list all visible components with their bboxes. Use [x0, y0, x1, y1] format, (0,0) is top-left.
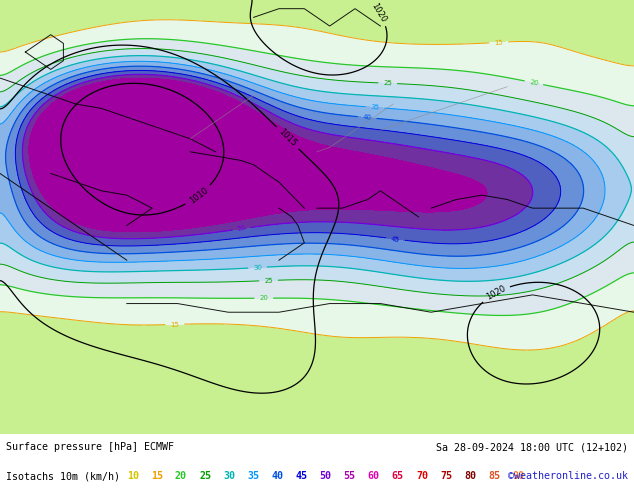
Text: 1015: 1015: [277, 127, 298, 148]
Text: 20: 20: [175, 471, 187, 482]
Text: 30: 30: [223, 471, 235, 482]
Text: Surface pressure [hPa] ECMWF: Surface pressure [hPa] ECMWF: [6, 442, 174, 452]
Text: 1020: 1020: [484, 284, 507, 302]
Text: 40: 40: [271, 471, 283, 482]
Text: 80: 80: [464, 471, 476, 482]
Text: 85: 85: [488, 471, 500, 482]
Text: 70: 70: [416, 471, 428, 482]
Text: 45: 45: [295, 471, 307, 482]
Text: 20: 20: [529, 79, 539, 87]
Text: 60: 60: [368, 471, 380, 482]
Text: 50: 50: [320, 471, 332, 482]
Text: Sa 28-09-2024 18:00 UTC (12+102): Sa 28-09-2024 18:00 UTC (12+102): [436, 442, 628, 452]
Text: 90: 90: [512, 471, 524, 482]
Text: 25: 25: [383, 80, 392, 86]
Text: 25: 25: [199, 471, 211, 482]
Text: Isotachs 10m (km/h): Isotachs 10m (km/h): [6, 471, 120, 482]
Text: 30: 30: [253, 264, 262, 271]
Text: 15: 15: [171, 321, 179, 327]
Text: 40: 40: [363, 114, 372, 121]
Text: 20: 20: [259, 295, 268, 301]
Text: 35: 35: [247, 471, 259, 482]
Text: 1010: 1010: [188, 186, 210, 206]
Text: 25: 25: [264, 277, 273, 284]
Text: 55: 55: [344, 471, 356, 482]
Text: 65: 65: [392, 471, 404, 482]
Text: 15: 15: [151, 471, 163, 482]
Text: ©weatheronline.co.uk: ©weatheronline.co.uk: [508, 471, 628, 482]
Text: 50: 50: [236, 225, 247, 232]
Text: 35: 35: [370, 104, 380, 111]
Text: 10: 10: [127, 471, 139, 482]
Text: 1020: 1020: [369, 1, 387, 24]
Text: 45: 45: [391, 236, 400, 243]
Text: 75: 75: [440, 471, 452, 482]
Text: 15: 15: [494, 39, 503, 46]
